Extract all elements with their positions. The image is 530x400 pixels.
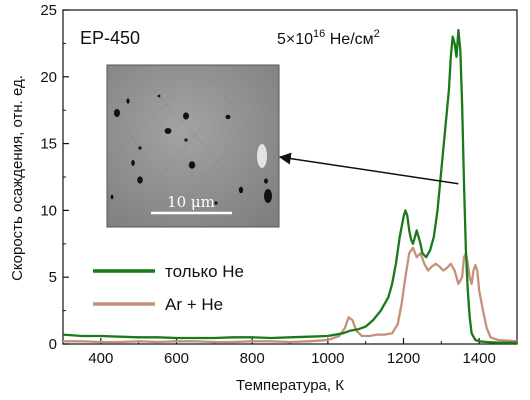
series-line-only-he: [63, 28, 517, 344]
y-tick-label: 15: [40, 136, 57, 153]
y-axis-title: Скорость осаждения, отн. ед.: [9, 75, 26, 281]
x-tick-label: 1400: [462, 350, 495, 367]
legend: только He Ar + He: [93, 262, 244, 314]
series-group: [63, 28, 517, 344]
y-axis: 0 5 10 15 20 25: [40, 2, 69, 353]
sample-label: EP-450: [80, 28, 140, 48]
dose-prefix: 5×10: [277, 31, 313, 48]
x-tick-label: 800: [240, 350, 265, 367]
micrograph-texture: [114, 79, 266, 211]
annotation-arrow: [278, 152, 459, 185]
x-tick-label: 600: [164, 350, 189, 367]
y-tick-label: 25: [40, 2, 57, 19]
dose-unit-exponent: 2: [374, 28, 380, 40]
y-tick-label: 20: [40, 69, 57, 86]
micrograph-bright-feature: [257, 144, 267, 168]
y-tick-label: 5: [49, 269, 57, 286]
micrograph-pores: [110, 94, 272, 205]
legend-label-ar-he: Ar + He: [165, 295, 223, 314]
dose-unit: He/см: [325, 31, 373, 48]
x-axis-title: Температура, К: [236, 377, 344, 394]
scale-bar-label: 10 μm: [167, 193, 215, 211]
dose-label: 5×1016 He/см2: [277, 28, 380, 48]
x-tick-label: 400: [88, 350, 113, 367]
x-axis: 400 600 800 1000 1200 1400: [62, 338, 518, 367]
inset-micrograph: 10 μm: [106, 64, 280, 228]
x-tick-label: 1200: [387, 350, 420, 367]
y-tick-label: 10: [40, 202, 57, 219]
x-tick-label: 1000: [311, 350, 344, 367]
series-line-ar-he: [63, 246, 517, 344]
y-tick-label: 0: [49, 336, 57, 353]
legend-label-only-he: только He: [165, 262, 244, 281]
dose-exponent: 16: [313, 28, 325, 40]
